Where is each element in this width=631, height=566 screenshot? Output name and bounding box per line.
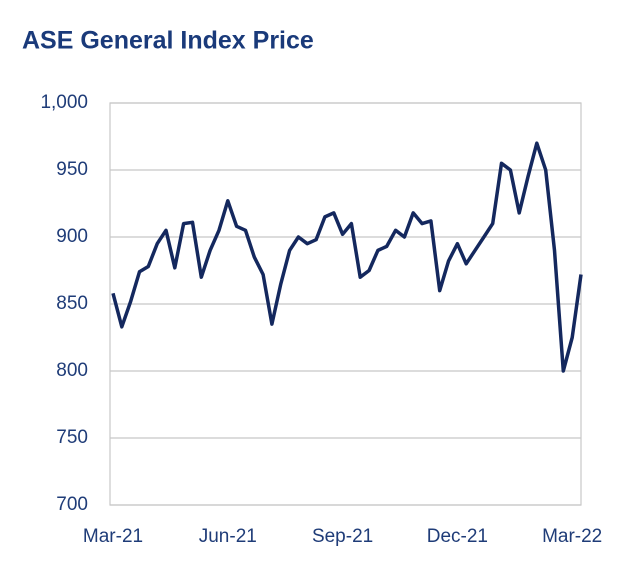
x-tick-label: Mar-21 <box>83 526 143 547</box>
x-tick-label: Mar-22 <box>542 526 602 547</box>
x-tick-label: Jun-21 <box>199 526 257 547</box>
x-tick-label: Dec-21 <box>427 526 488 547</box>
chart-title: ASE General Index Price <box>22 27 314 55</box>
y-tick-label: 750 <box>56 427 88 448</box>
y-tick-label: 900 <box>56 226 88 247</box>
y-tick-label: 850 <box>56 293 88 314</box>
plot-frame <box>109 102 582 506</box>
y-tick-label: 1,000 <box>40 92 88 113</box>
y-tick-label: 700 <box>56 494 88 515</box>
x-tick-label: Sep-21 <box>312 526 373 547</box>
line-series <box>111 141 583 373</box>
y-tick-label: 800 <box>56 360 88 381</box>
y-tick-label: 950 <box>56 159 88 180</box>
